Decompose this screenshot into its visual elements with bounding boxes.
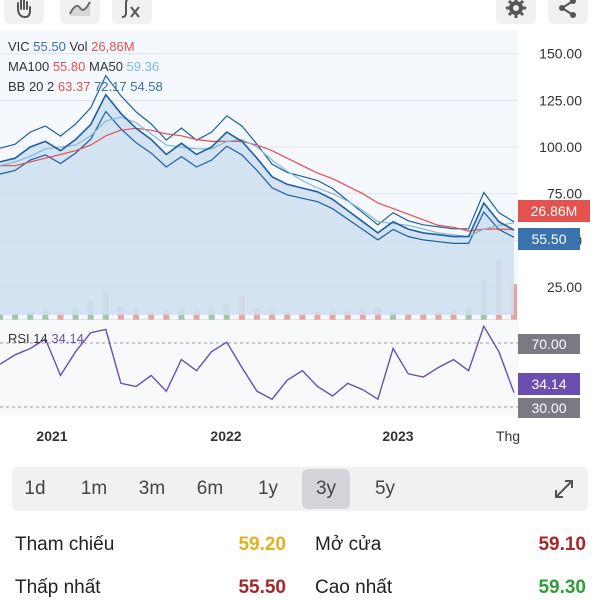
- volume-bar: [314, 312, 321, 320]
- volume-badge-text: 26.86M: [531, 203, 578, 219]
- high-price-label: Cao nhất: [315, 577, 393, 598]
- price-tick-label: 25.00: [547, 279, 582, 295]
- timeframe-1d[interactable]: 1d: [24, 478, 46, 499]
- ma100-value: 55.80: [52, 59, 86, 74]
- rsi-upper-badge: 70.00: [518, 334, 580, 354]
- rsi-legend-value: 34.14: [51, 331, 84, 346]
- price-tick-label: 75.00: [547, 186, 582, 202]
- bollinger-lower-line: [0, 110, 515, 244]
- low-price-value: 55.50: [238, 577, 286, 598]
- rsi-lower-text: 30.00: [531, 400, 566, 416]
- legend-row-bb: BB 20 2 63.37 72.17 54.58: [8, 79, 163, 94]
- time-tick-label: 2023: [382, 428, 413, 444]
- rsi-value-badge: 34.14: [518, 373, 580, 395]
- volume-bar: [163, 310, 170, 320]
- price-badge-text: 55.50: [531, 231, 566, 247]
- expand-icon[interactable]: [546, 467, 582, 511]
- volume-bar: [12, 313, 19, 320]
- volume-bar: [390, 312, 397, 320]
- volume-bar: [0, 314, 3, 320]
- ma50-line: [0, 116, 515, 238]
- low-price-label: Thấp nhất: [15, 577, 101, 598]
- legend-row-ma: MA100 55.80 MA50 59.36: [8, 59, 159, 74]
- rsi-panel: [0, 320, 518, 415]
- time-tick-label: 2022: [210, 428, 241, 444]
- volume-bar: [329, 310, 336, 320]
- reference-price-label: Tham chiếu: [15, 534, 115, 555]
- symbol-label: VIC: [8, 39, 30, 54]
- volume-bar: [405, 313, 412, 320]
- chart-toolbar: [0, 0, 600, 30]
- rsi-line: [0, 324, 515, 401]
- bb-label: BB 20 2: [8, 79, 55, 94]
- bb-lower-value: 54.58: [130, 79, 163, 94]
- price-tick-label: 100.00: [539, 139, 582, 155]
- timeframe-selector: 1d 1m 3m 6m 1y 3y 5y: [12, 467, 588, 511]
- volume-bar: [148, 312, 155, 320]
- share-icon[interactable]: [548, 0, 588, 24]
- legend-row-rsi: RSI 14 34.14: [8, 331, 84, 346]
- rsi-upper-text: 70.00: [531, 336, 566, 352]
- price-tick-label: 125.00: [539, 92, 582, 108]
- volume-bar: [42, 310, 49, 320]
- timeframe-1m[interactable]: 1m: [80, 478, 108, 499]
- price-value: 55.50: [33, 39, 66, 54]
- volume-bar: [420, 313, 427, 320]
- rsi-label: RSI 14: [8, 331, 48, 346]
- settings-gear-icon[interactable]: [496, 0, 536, 24]
- volume-bar: [57, 312, 64, 320]
- reference-price-value: 59.20: [238, 534, 286, 555]
- volume-bar: [27, 312, 34, 320]
- price-badge: 55.50: [518, 228, 580, 250]
- volume-bar: [450, 310, 457, 320]
- price-tick-label: 150.00: [539, 46, 582, 62]
- ma50-value: 59.36: [126, 59, 160, 74]
- volume-bar: [269, 310, 276, 320]
- open-price-value: 59.10: [538, 534, 586, 555]
- ma100-line: [0, 127, 515, 232]
- chart-style-icon[interactable]: [60, 0, 100, 24]
- volume-bar: [435, 312, 442, 320]
- time-tick-label: 2021: [36, 428, 67, 444]
- legend-row-price: VIC 55.50 Vol 26,86M: [8, 39, 135, 54]
- price-area: [0, 94, 514, 315]
- bb-mid-value: 72.17: [94, 79, 127, 94]
- volume-bar: [299, 313, 306, 320]
- ma50-label: MA50: [89, 59, 123, 74]
- time-axis-ticks: 2021 2022 2023 Thg: [36, 428, 520, 444]
- volume-badge: 26.86M: [518, 200, 590, 222]
- indicator-fx-icon[interactable]: [112, 0, 152, 24]
- bb-upper-value: 63.37: [57, 79, 91, 94]
- timeframe-3y[interactable]: 3y: [302, 469, 350, 509]
- timeframe-5y[interactable]: 5y: [374, 478, 396, 499]
- open-price-label: Mở cửa: [315, 534, 382, 555]
- timeframe-3m[interactable]: 3m: [138, 478, 166, 499]
- time-tick-label: Thg: [496, 428, 520, 444]
- rsi-lower-badge: 30.00: [518, 398, 580, 418]
- timeframe-6m[interactable]: 6m: [196, 478, 224, 499]
- price-line: [0, 93, 515, 238]
- volume-bar: [284, 312, 291, 320]
- timeframe-1y[interactable]: 1y: [257, 478, 279, 499]
- rsi-value-text: 34.14: [531, 376, 566, 392]
- volume-label: Vol: [69, 39, 88, 54]
- bollinger-upper-line: [0, 74, 515, 230]
- hand-drawing-icon[interactable]: [4, 0, 44, 24]
- ma100-label: MA100: [8, 59, 50, 74]
- high-price-value: 59.30: [538, 577, 586, 598]
- volume-value: 26,86M: [91, 39, 135, 54]
